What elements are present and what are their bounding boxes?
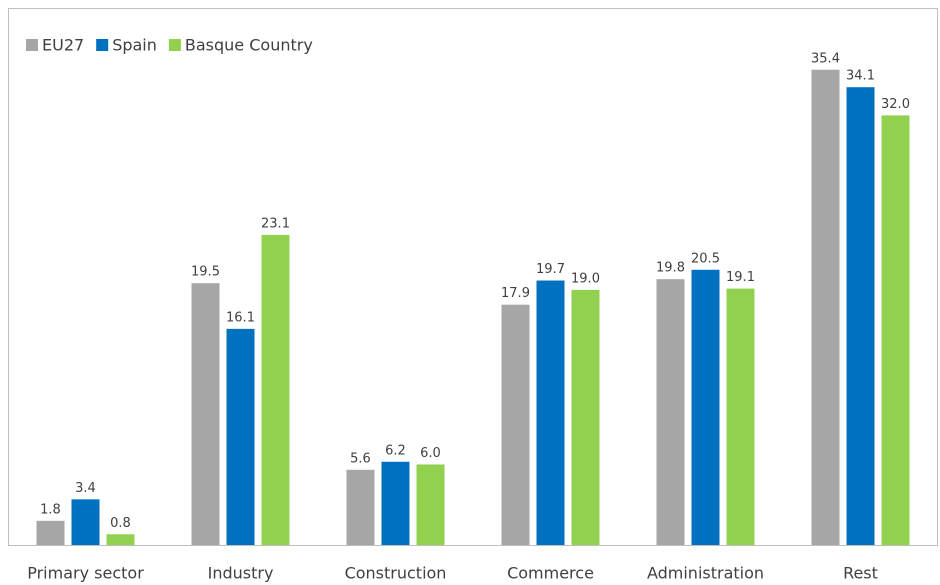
legend-label: Spain [112, 36, 157, 55]
data-label: 6.0 [420, 446, 441, 461]
data-label: 19.5 [191, 265, 220, 280]
legend-swatch [96, 39, 109, 51]
bar [261, 234, 290, 545]
data-label: 23.1 [261, 216, 290, 231]
data-label: 32.0 [881, 97, 910, 112]
data-label: 20.5 [691, 251, 720, 266]
data-label: 1.8 [40, 502, 61, 517]
bar [191, 283, 220, 545]
bar [811, 69, 840, 545]
data-label: 19.1 [726, 270, 755, 285]
bar [36, 520, 65, 545]
data-label: 19.7 [536, 262, 565, 277]
bar [501, 304, 530, 545]
data-label: 6.2 [385, 443, 406, 458]
legend-swatch [168, 39, 181, 51]
data-label: 16.1 [226, 310, 255, 325]
bar [346, 469, 375, 545]
data-label: 19.8 [656, 261, 685, 276]
data-label: 34.1 [846, 69, 875, 84]
data-label: 3.4 [75, 481, 96, 496]
bar [571, 289, 600, 545]
plot-frame [8, 8, 938, 546]
bar [656, 279, 685, 545]
data-label: 0.8 [110, 516, 131, 531]
x-tick-label: Commerce [507, 564, 594, 583]
bar [106, 534, 135, 545]
legend-swatch [26, 39, 38, 51]
x-tick-label: Primary sector [27, 564, 144, 583]
bar [536, 280, 565, 545]
data-label: 17.9 [501, 286, 530, 301]
bar [691, 269, 720, 545]
x-tick-label: Rest [843, 564, 878, 583]
bar [71, 499, 100, 545]
bar [381, 461, 410, 545]
legend-label: EU27 [42, 36, 84, 55]
bar [226, 328, 255, 545]
x-tick-label: Construction [345, 564, 447, 583]
bar [726, 288, 755, 545]
bar [416, 464, 445, 545]
data-label: 19.0 [571, 271, 600, 286]
x-tick-label: Industry [208, 564, 274, 583]
bar [881, 115, 910, 546]
bar [846, 87, 875, 546]
data-label: 5.6 [350, 451, 371, 466]
legend-label: Basque Country [185, 36, 313, 55]
x-tick-label: Administration [647, 564, 764, 583]
data-label: 35.4 [811, 51, 840, 66]
